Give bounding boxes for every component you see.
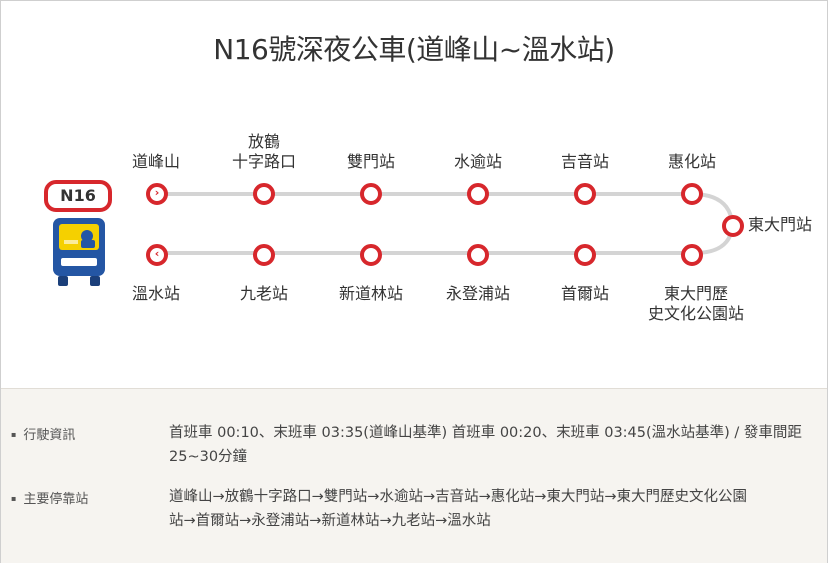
page-title: N16號深夜公車(道峰山~溫水站) [213,33,615,66]
stop-label-top-4: 水逾站 [453,152,502,171]
stop-marker-top-2[interactable] [253,183,275,205]
stop-label-bottom-2: 九老站 [239,284,288,303]
main-stops-text: 道峰山→放鶴十字路口→雙門站→水逾站→吉音站→惠化站→東大門站→東大門歷史文化公… [169,489,748,529]
stop-label-turn: 東大門站 [748,215,813,234]
route-line-top [156,192,698,196]
stop-label-top-3: 雙門站 [346,152,395,171]
route-line-bottom [156,251,698,255]
stop-marker-bottom-2[interactable] [253,244,275,266]
operation-info-label: 行駛資訊 [11,424,75,443]
stop-label-bottom-3: 新道林站 [338,284,403,303]
stop-label-top-2: 放鶴 十字路口 [231,132,296,171]
operation-info-text: 首班車 00:10、末班車 03:35(道峰山基準) 首班車 00:20、末班車… [169,425,802,465]
arrow-left-icon: ‹ [154,247,160,260]
info-panel: 行駛資訊 首班車 00:10、末班車 03:35(道峰山基準) 首班車 00:2… [1,388,827,563]
stop-marker-bottom-1[interactable]: ‹ [146,244,168,266]
stop-label-top-1: 道峰山 [131,152,180,171]
stop-marker-bottom-5[interactable] [574,244,596,266]
stop-label-bottom-1: 溫水站 [131,284,180,303]
stop-marker-top-4[interactable] [467,183,489,205]
stop-marker-bottom-4[interactable] [467,244,489,266]
bus-icon [53,218,105,286]
stop-marker-top-3[interactable] [360,183,382,205]
stop-marker-bottom-6[interactable] [681,244,703,266]
stop-label-bottom-6: 東大門歷 史文化公園站 [647,284,744,323]
main-stops-label: 主要停靠站 [11,488,88,507]
stop-label-top-5: 吉音站 [560,152,609,171]
stop-marker-turn[interactable] [722,215,744,237]
stop-label-bottom-5: 首爾站 [560,284,609,303]
stop-marker-top-5[interactable] [574,183,596,205]
route-badge: N16 [44,180,112,212]
stop-label-top-6: 惠化站 [667,152,716,171]
stop-marker-top-1[interactable]: › [146,183,168,205]
stop-marker-bottom-3[interactable] [360,244,382,266]
stop-label-bottom-4: 永登浦站 [445,284,510,303]
route-map: N16 › 道峰山 放鶴 十字路口 雙門站 水逾站 吉音站 惠化站 東大門站 ‹ … [44,132,813,323]
stop-marker-top-6[interactable] [681,183,703,205]
arrow-right-icon: › [154,186,160,199]
